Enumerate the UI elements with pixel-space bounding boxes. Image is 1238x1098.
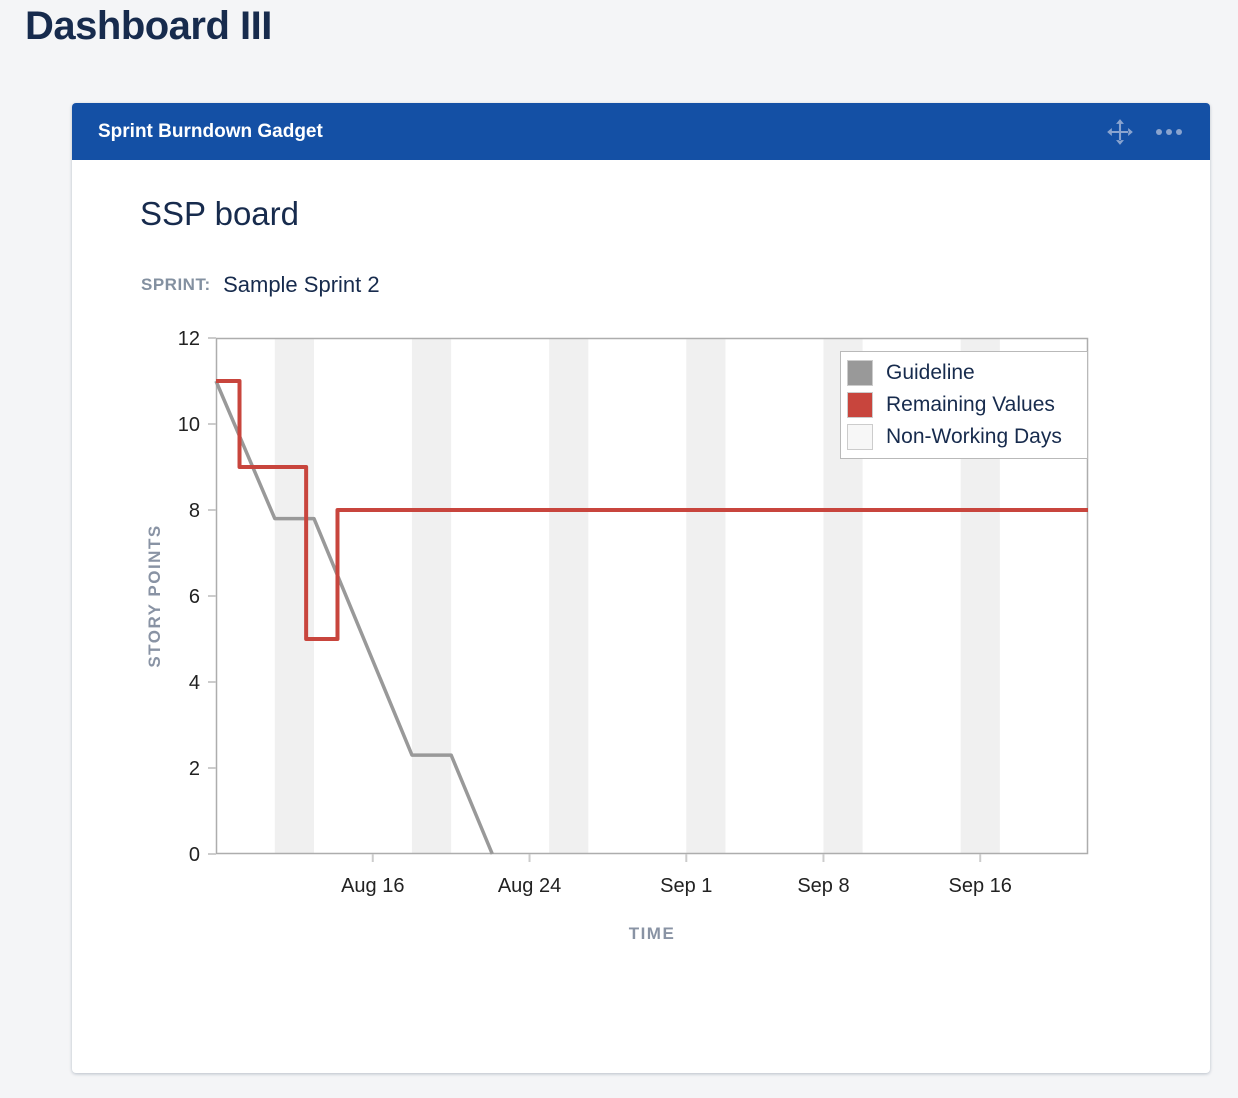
chart-plot-area: 0 2 4 6 8 10 12 Aug 16 Aug 24 Sep 1 Sep 8 Sep 16: [178, 328, 1089, 897]
series-guideline: [214, 380, 494, 855]
board-title: SSP board: [140, 195, 300, 232]
y-tick-label: 8: [189, 500, 200, 522]
x-tick-label: Sep 16: [949, 875, 1012, 897]
y-tick-label: 10: [178, 414, 200, 436]
y-tick-label: 2: [189, 758, 200, 780]
non-working-days-swatch: [847, 424, 873, 450]
legend-item-remaining-values: Remaining Values: [847, 389, 1081, 421]
gadget-header-actions: [1106, 118, 1184, 146]
y-tick-label: 4: [189, 672, 200, 694]
chart-legend: Guideline Remaining Values Non-Working D…: [840, 351, 1088, 459]
plot-border: [215, 337, 1089, 855]
gadget-menu-button[interactable]: [1154, 125, 1184, 139]
non-working-day-band: [686, 338, 726, 854]
x-tick-label: Aug 16: [341, 875, 404, 897]
legend-item-guideline: Guideline: [847, 357, 1081, 389]
page-title: Dashboard III: [25, 4, 272, 48]
move-icon[interactable]: [1106, 118, 1134, 146]
guideline-swatch: [847, 360, 873, 386]
remaining-values-swatch: [847, 392, 873, 418]
gadget-title: Sprint Burndown Gadget: [98, 120, 323, 142]
legend-item-non-working-days: Non-Working Days: [847, 421, 1081, 453]
sprint-line: SPRINT: Sample Sprint 2: [141, 272, 380, 298]
ellipsis-icon: [1156, 128, 1162, 135]
gadget-header: Sprint Burndown Gadget: [72, 103, 1210, 160]
y-axis-title: STORY POINTS: [145, 524, 164, 668]
non-working-day-band: [549, 338, 589, 854]
non-working-day-band: [411, 338, 452, 854]
y-tick-label: 12: [178, 328, 200, 350]
sprint-label: SPRINT:: [141, 275, 211, 294]
gadget-card: Sprint Burndown Gadget SSP board SPRINT:…: [72, 103, 1210, 1073]
burndown-chart: 0 2 4 6 8 10 12 Aug 16 Aug 24 Sep 1 Sep 8 Sep 16 ST…: [145, 328, 1089, 943]
x-tick-label: Sep 8: [797, 875, 849, 897]
x-axis-title: TIME: [628, 924, 676, 943]
x-tick-label: Sep 1: [660, 875, 712, 897]
x-tick-label: Aug 24: [498, 875, 561, 897]
y-tick-label: 6: [189, 586, 200, 608]
series-remaining-values: [216, 379, 1088, 641]
sprint-value: Sample Sprint 2: [223, 272, 380, 297]
y-tick-label: 0: [189, 844, 200, 866]
